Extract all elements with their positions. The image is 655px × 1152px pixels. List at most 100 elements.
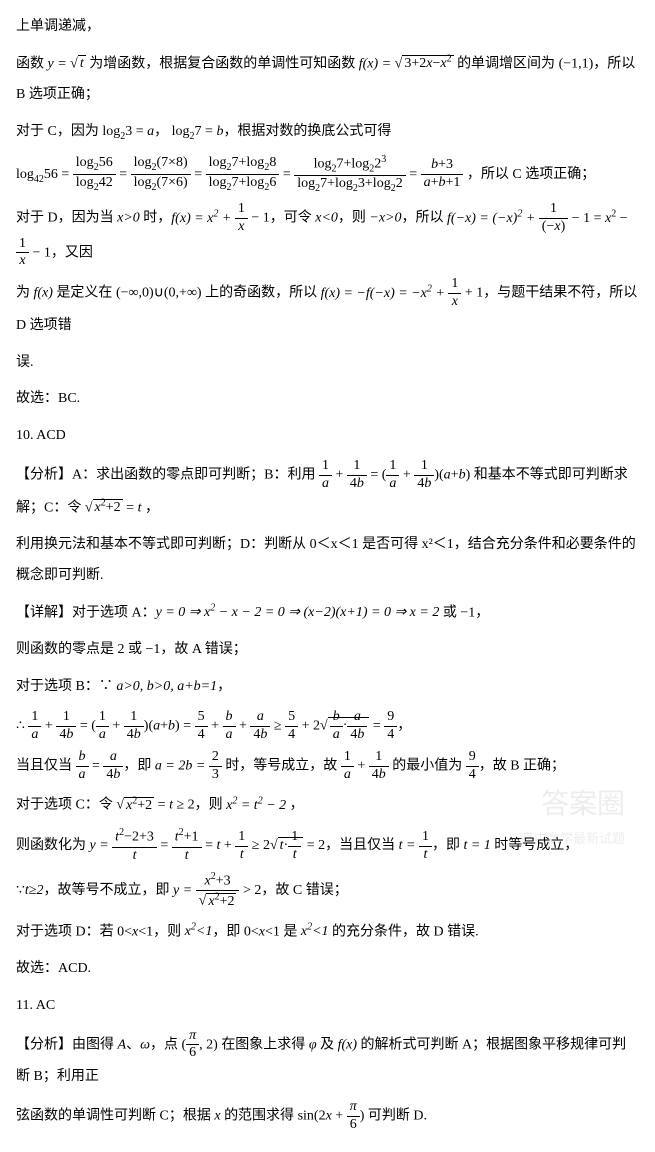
sq: √ (116, 798, 124, 813)
t: 利用换元法和基本不等式即可判断；D：判断从 0＜x＜1 是否可得 x²＜1，结合… (16, 537, 636, 583)
m: = (157, 838, 172, 853)
f: 14b (369, 749, 389, 784)
l9: 10. ACD (16, 421, 639, 452)
f: 54 (285, 709, 298, 744)
l13: 则函数的零点是 2 或 −1，故 A 错误； (16, 635, 639, 666)
t: 时，等号成立，故 (222, 759, 341, 774)
t: 则函数化为 (16, 838, 90, 853)
f: a4b (250, 709, 270, 744)
m: a = 2b = (155, 759, 209, 774)
l11: 利用换元法和基本不等式即可判断；D：判断从 0＜x＜1 是否可得 x²＜1，结合… (16, 530, 639, 592)
m: = t ≥ 2 (154, 798, 194, 813)
f: 94 (466, 749, 479, 784)
t: 的最小值为 (389, 759, 466, 774)
f: t2−2+3t (112, 827, 157, 864)
m: x2<1 (185, 924, 213, 939)
t: ，又因 (51, 245, 93, 260)
m: y = (173, 883, 196, 898)
m: ≥ 2 (248, 838, 270, 853)
t: 【分析】由图得 (16, 1037, 118, 1052)
t: ，可令 (270, 211, 316, 226)
t: ，则 (338, 211, 370, 226)
f: 1x (448, 276, 461, 311)
m: + (354, 759, 369, 774)
m: (−∞,0)∪(0,+∞) (116, 286, 202, 301)
t: 为 (16, 286, 34, 301)
l20: 对于选项 D：若 0<x<1，则 x2<1，即 0<x<1 是 x2<1 的充分… (16, 917, 639, 948)
t: ，当且仅当 (325, 838, 399, 853)
sq: √ (70, 56, 78, 71)
t: 故选：BC. (16, 391, 80, 406)
m: f(x) = (359, 56, 395, 71)
m: = ( (367, 468, 387, 483)
f: 1a (28, 709, 41, 744)
l5: 对于 D，因为当 x>0 时，f(x) = x2 + 1x − 1，可令 x<0… (16, 201, 639, 270)
m: f(−x) = (−x)2 + (447, 211, 539, 226)
t: ，则 (153, 924, 185, 939)
m: + (109, 718, 124, 733)
sq: 3+2x−x2 (402, 55, 453, 71)
m: = t (123, 500, 142, 515)
m: t = (399, 838, 419, 853)
l18: 则函数化为 y = t2−2+3t = t2+1t = t + 1t ≥ 2√t… (16, 827, 639, 864)
t: 时等号成立， (491, 838, 579, 853)
f: 1a (341, 749, 354, 784)
t: 的充分条件，故 D 错误. (329, 924, 479, 939)
m: y = 0 ⇒ x2 − x − 2 = 0 ⇒ (x−2)(x+1) = 0 … (156, 605, 440, 620)
l12: 【详解】对于选项 A：y = 0 ⇒ x2 − x − 2 = 0 ⇒ (x−2… (16, 598, 639, 629)
l2: 函数 y = √t 为增函数，根据复合函数的单调性可知函数 f(x) = √3+… (16, 49, 639, 111)
m: + (208, 718, 223, 733)
m: log23 = a (102, 124, 154, 139)
t: 为增函数，根据复合函数的单调性可知函数 (86, 56, 359, 71)
m: −1 (460, 605, 475, 620)
m: + 1 (461, 286, 483, 301)
t: 【分析】A：求出函数的零点即可判断；B：利用 (16, 468, 319, 483)
l21: 故选：ACD. (16, 954, 639, 985)
t: 弦函数的单调性可判断 C；根据 (16, 1109, 214, 1124)
m: − 1 = x2 − (568, 211, 627, 226)
f: t2+1t (172, 827, 202, 864)
l3: 对于 C，因为 log23 = a， log27 = b，根据对数的换底公式可得 (16, 117, 639, 148)
m: −x>0 (369, 211, 401, 226)
m: ω (140, 1037, 150, 1052)
l22: 11. AC (16, 991, 639, 1022)
m: + (41, 718, 56, 733)
t: ，根据对数的换底公式可得 (223, 124, 391, 139)
t: ，即 (212, 924, 244, 939)
t: 函数 (16, 56, 48, 71)
sq: x2+2 (124, 797, 154, 813)
t: ， (154, 124, 172, 139)
f: 1x (16, 236, 29, 271)
sq: t (78, 55, 86, 71)
f: ba (76, 749, 89, 784)
t: 对于 C，因为 (16, 124, 102, 139)
t: ，故等号不成立，即 (44, 883, 174, 898)
t: 的单调增区间为 (454, 56, 559, 71)
l8: 故选：BC. (16, 384, 639, 415)
m: ∴ (16, 718, 28, 733)
t: 10. ACD (16, 428, 66, 443)
t: 故选：ACD. (16, 961, 91, 976)
f: π6 (186, 1028, 199, 1063)
m: + (236, 718, 251, 733)
m: (−1,1) (559, 56, 594, 71)
f: x2+3√x2+2 (196, 871, 240, 911)
m: t≥2 (25, 883, 44, 898)
l6: 为 f(x) 是定义在 (−∞,0)∪(0,+∞) 上的奇函数，所以 f(x) … (16, 276, 639, 341)
m: = t + (202, 838, 236, 853)
m: x<0 (315, 211, 338, 226)
t: 的范围求得 (221, 1109, 298, 1124)
t: 【详解】对于选项 A： (16, 605, 156, 620)
l23: 【分析】由图得 A、ω，点 (π6, 2) 在图象上求得 φ 及 f(x) 的解… (16, 1028, 639, 1093)
m: − 1 (248, 211, 270, 226)
t: ∵ (16, 883, 25, 898)
t: ，所以 (402, 211, 448, 226)
l17: 对于选项 C：令 √x2+2 = t ≥ 2，则 x2 = t2 − 2 ， (16, 790, 639, 821)
t: ，即 (432, 838, 464, 853)
f: 1t (419, 829, 432, 864)
t: 、 (126, 1037, 140, 1052)
f: 14b (124, 709, 144, 744)
m: sin(2x + (298, 1109, 347, 1124)
sq: ba·a4b (328, 717, 370, 733)
t: 当且仅当 (16, 759, 76, 774)
